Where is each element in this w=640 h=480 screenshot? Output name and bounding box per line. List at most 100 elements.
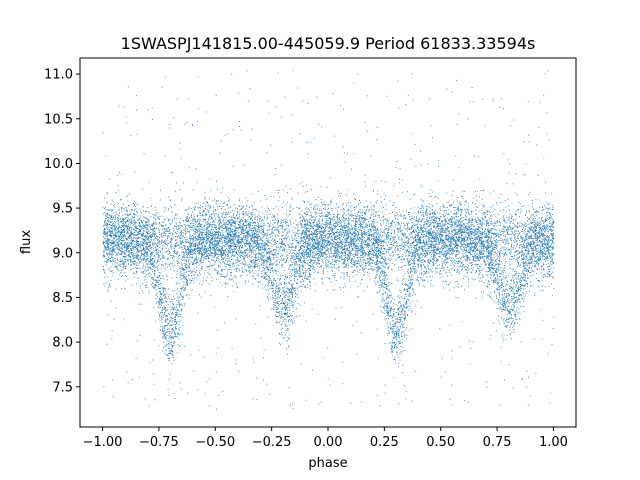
data-point bbox=[409, 251, 411, 253]
data-point bbox=[298, 245, 300, 247]
data-point bbox=[117, 254, 119, 256]
data-point bbox=[514, 213, 516, 214]
data-point bbox=[512, 298, 514, 300]
data-point bbox=[204, 272, 205, 274]
data-point bbox=[423, 251, 425, 252]
data-point bbox=[451, 230, 453, 232]
data-point bbox=[140, 261, 142, 263]
data-point bbox=[366, 225, 367, 227]
data-point bbox=[169, 251, 171, 253]
data-point bbox=[273, 196, 275, 197]
data-point bbox=[384, 241, 386, 243]
data-point bbox=[224, 212, 226, 214]
data-point bbox=[174, 320, 176, 322]
data-point bbox=[216, 257, 218, 259]
data-point bbox=[147, 231, 148, 233]
data-point bbox=[176, 293, 178, 294]
data-point bbox=[185, 287, 186, 289]
data-point bbox=[160, 235, 162, 236]
data-point bbox=[401, 311, 402, 313]
data-point bbox=[313, 231, 315, 233]
data-point bbox=[126, 248, 127, 250]
data-point bbox=[387, 284, 389, 286]
data-point bbox=[423, 274, 424, 276]
data-point bbox=[252, 212, 254, 214]
data-point bbox=[366, 258, 368, 259]
data-point bbox=[420, 266, 422, 268]
data-point bbox=[120, 207, 122, 209]
data-point bbox=[439, 328, 441, 329]
data-point bbox=[544, 73, 546, 74]
data-point bbox=[405, 104, 407, 105]
data-point bbox=[292, 208, 294, 210]
data-point bbox=[312, 244, 314, 246]
data-point bbox=[430, 230, 431, 232]
data-point bbox=[457, 261, 459, 263]
data-point bbox=[469, 243, 471, 245]
data-point bbox=[464, 237, 465, 239]
data-point bbox=[152, 251, 154, 253]
data-point bbox=[276, 259, 278, 261]
data-point bbox=[486, 233, 487, 235]
data-point bbox=[420, 164, 422, 166]
data-point bbox=[321, 237, 323, 239]
data-point bbox=[312, 251, 314, 253]
data-point bbox=[158, 251, 159, 253]
data-point bbox=[540, 253, 542, 255]
data-point bbox=[240, 225, 242, 227]
data-point bbox=[483, 258, 484, 260]
data-point bbox=[137, 242, 139, 244]
data-point bbox=[471, 243, 473, 245]
data-point bbox=[490, 206, 492, 208]
data-point bbox=[524, 234, 526, 236]
data-point bbox=[468, 249, 470, 251]
data-point bbox=[377, 264, 379, 266]
data-point bbox=[286, 249, 288, 250]
data-point bbox=[506, 318, 508, 319]
data-point bbox=[121, 269, 122, 271]
data-point bbox=[549, 239, 550, 241]
data-point bbox=[525, 293, 527, 295]
data-point bbox=[137, 250, 139, 252]
data-point bbox=[522, 245, 524, 246]
data-point bbox=[462, 225, 464, 227]
data-point bbox=[542, 229, 544, 231]
data-point bbox=[223, 254, 225, 255]
data-point bbox=[216, 408, 217, 410]
data-point bbox=[214, 255, 216, 257]
data-point bbox=[392, 350, 393, 352]
data-point bbox=[160, 329, 161, 331]
data-point bbox=[506, 238, 508, 240]
data-point bbox=[131, 261, 133, 263]
data-point bbox=[356, 257, 358, 259]
data-point bbox=[353, 253, 355, 255]
data-point bbox=[321, 241, 323, 243]
data-point bbox=[428, 216, 430, 218]
data-point bbox=[454, 224, 456, 226]
data-point bbox=[312, 265, 314, 267]
data-point bbox=[181, 264, 183, 266]
data-point bbox=[390, 294, 392, 296]
data-point bbox=[275, 249, 277, 251]
data-point bbox=[476, 233, 477, 235]
data-point bbox=[277, 293, 279, 295]
data-point bbox=[244, 250, 246, 252]
data-point bbox=[166, 344, 168, 345]
data-point bbox=[186, 249, 188, 251]
data-point bbox=[363, 259, 365, 260]
data-point bbox=[405, 242, 407, 243]
data-point bbox=[279, 342, 281, 344]
data-point bbox=[457, 249, 459, 251]
data-point bbox=[381, 270, 383, 272]
data-point bbox=[192, 221, 194, 223]
data-point bbox=[171, 342, 173, 343]
data-point bbox=[502, 302, 504, 304]
data-point bbox=[211, 259, 213, 261]
data-point bbox=[418, 230, 420, 232]
data-point bbox=[489, 220, 490, 222]
data-point bbox=[541, 268, 542, 270]
data-point bbox=[132, 247, 134, 249]
data-point bbox=[300, 245, 302, 247]
data-point bbox=[371, 261, 373, 263]
data-point bbox=[465, 252, 467, 254]
